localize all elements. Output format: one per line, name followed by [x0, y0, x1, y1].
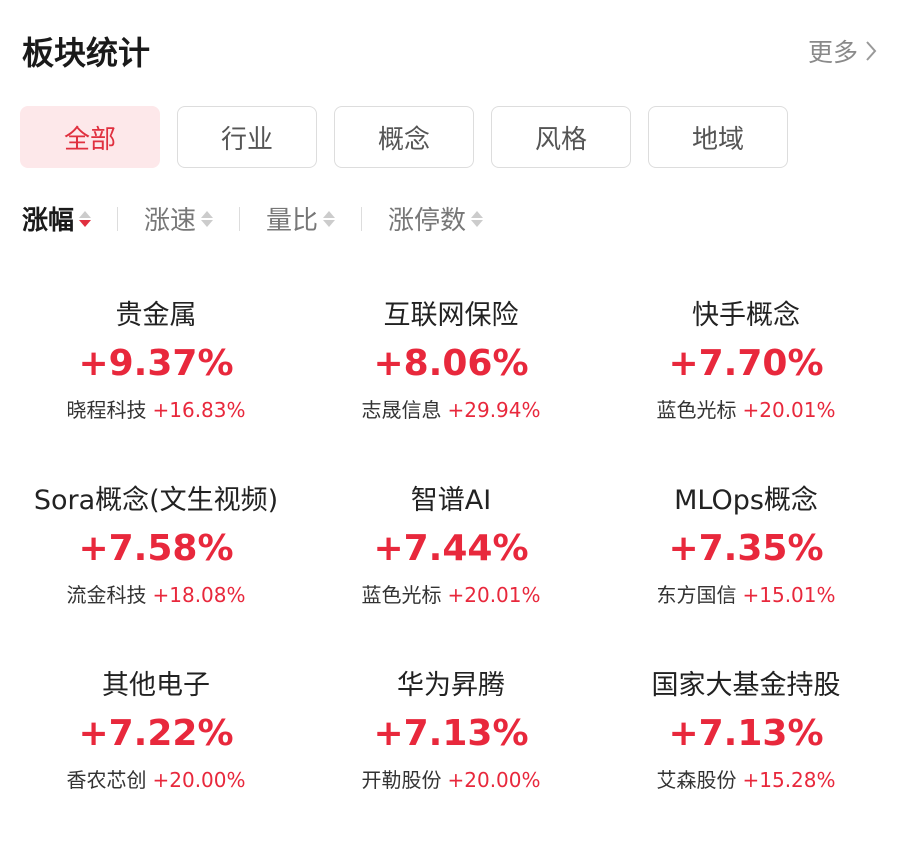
tab-0[interactable]: 全部: [20, 106, 160, 168]
sector-card[interactable]: MLOps概念 +7.35% 东方国信 +15.01%: [596, 481, 896, 666]
sort-label: 量比: [266, 206, 319, 236]
more-link[interactable]: 更多: [808, 33, 878, 69]
sector-change: +8.06%: [373, 343, 529, 384]
divider: [239, 206, 241, 231]
sort-3[interactable]: 涨停数: [388, 200, 484, 237]
leader-stock: 开勒股份: [361, 768, 442, 792]
more-label: 更多: [807, 38, 858, 67]
leader-change: +29.94%: [447, 398, 541, 422]
sector-change: +7.13%: [373, 713, 529, 754]
sector-change: +7.44%: [373, 528, 529, 569]
page-title: 板块统计: [22, 34, 151, 72]
sector-name: 智谱AI: [410, 485, 492, 516]
leader-stock: 蓝色光标: [656, 398, 737, 422]
sort-0[interactable]: 涨幅: [22, 200, 92, 237]
sector-change: +7.70%: [668, 343, 824, 384]
tab-4[interactable]: 地域: [648, 106, 788, 168]
leader-stock: 蓝色光标: [361, 583, 442, 607]
divider: [361, 206, 363, 231]
sector-card[interactable]: 贵金属 +9.37% 晓程科技 +16.83%: [6, 296, 306, 481]
sector-change: +9.37%: [78, 343, 234, 384]
sector-card[interactable]: 其他电子 +7.22% 香农芯创 +20.00%: [6, 666, 306, 851]
leader-stock: 流金科技: [66, 583, 147, 607]
leader-stock: 晓程科技: [66, 398, 147, 422]
leader-change: +15.28%: [742, 768, 836, 792]
chevron-right-icon: [866, 41, 877, 61]
sort-label: 涨幅: [22, 206, 75, 236]
sector-change: +7.58%: [78, 528, 234, 569]
sort-label: 涨停数: [388, 206, 467, 236]
sector-card[interactable]: 华为昇腾 +7.13% 开勒股份 +20.00%: [306, 666, 596, 851]
sort-1[interactable]: 涨速: [144, 200, 214, 237]
sector-change: +7.22%: [78, 713, 234, 754]
tab-2[interactable]: 概念: [334, 106, 474, 168]
sort-bar: 涨幅 涨速 量比 涨停数: [22, 200, 484, 237]
leader-change: +20.00%: [152, 768, 246, 792]
tab-3[interactable]: 风格: [491, 106, 631, 168]
sector-name: 互联网保险: [383, 300, 519, 331]
sort-arrows-icon: [323, 210, 336, 227]
sector-change: +7.13%: [668, 713, 824, 754]
divider: [117, 206, 119, 231]
category-tabs: 全部 行业 概念 风格 地域: [20, 106, 788, 168]
tab-1[interactable]: 行业: [177, 106, 317, 168]
sector-name: 国家大基金持股: [651, 670, 841, 701]
sort-arrows-icon: [201, 210, 214, 227]
leader-stock: 香农芯创: [66, 768, 147, 792]
sector-card[interactable]: Sora概念(文生视频) +7.58% 流金科技 +18.08%: [6, 481, 306, 666]
sort-2[interactable]: 量比: [266, 200, 336, 237]
sector-card[interactable]: 互联网保险 +8.06% 志晟信息 +29.94%: [306, 296, 596, 481]
sector-name: 贵金属: [115, 300, 197, 331]
sort-label: 涨速: [144, 206, 197, 236]
sort-arrows-icon: [471, 210, 484, 227]
sector-card[interactable]: 智谱AI +7.44% 蓝色光标 +20.01%: [306, 481, 596, 666]
leader-stock: 东方国信: [656, 583, 737, 607]
sector-change: +7.35%: [668, 528, 824, 569]
leader-stock: 志晟信息: [361, 398, 442, 422]
leader-change: +15.01%: [742, 583, 836, 607]
sector-card[interactable]: 快手概念 +7.70% 蓝色光标 +20.01%: [596, 296, 896, 481]
sector-name: Sora概念(文生视频): [33, 485, 279, 516]
sector-name: 快手概念: [692, 300, 800, 331]
sector-name: 华为昇腾: [397, 670, 505, 701]
sector-card[interactable]: 国家大基金持股 +7.13% 艾森股份 +15.28%: [596, 666, 896, 851]
leader-change: +20.01%: [742, 398, 836, 422]
sector-grid: 贵金属 +9.37% 晓程科技 +16.83% 互联网保险 +8.06% 志晟信息…: [0, 296, 900, 851]
leader-change: +20.01%: [447, 583, 541, 607]
sort-arrows-icon: [79, 210, 92, 227]
leader-stock: 艾森股份: [656, 768, 737, 792]
leader-change: +20.00%: [447, 768, 541, 792]
sector-name: 其他电子: [102, 670, 210, 701]
sector-name: MLOps概念: [674, 485, 818, 516]
leader-change: +18.08%: [152, 583, 246, 607]
leader-change: +16.83%: [152, 398, 246, 422]
